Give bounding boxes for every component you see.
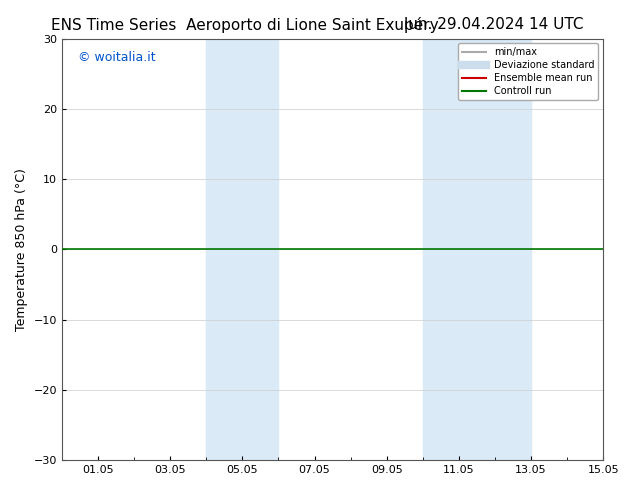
Text: © woitalia.it: © woitalia.it bbox=[78, 51, 156, 64]
Bar bbox=[423, 39, 531, 460]
Y-axis label: Temperature 850 hPa (°C): Temperature 850 hPa (°C) bbox=[15, 168, 28, 331]
Bar bbox=[206, 39, 278, 460]
Text: ENS Time Series  Aeroporto di Lione Saint Exupéry: ENS Time Series Aeroporto di Lione Saint… bbox=[51, 17, 438, 33]
Text: lun. 29.04.2024 14 UTC: lun. 29.04.2024 14 UTC bbox=[404, 17, 583, 32]
Legend: min/max, Deviazione standard, Ensemble mean run, Controll run: min/max, Deviazione standard, Ensemble m… bbox=[458, 44, 598, 100]
